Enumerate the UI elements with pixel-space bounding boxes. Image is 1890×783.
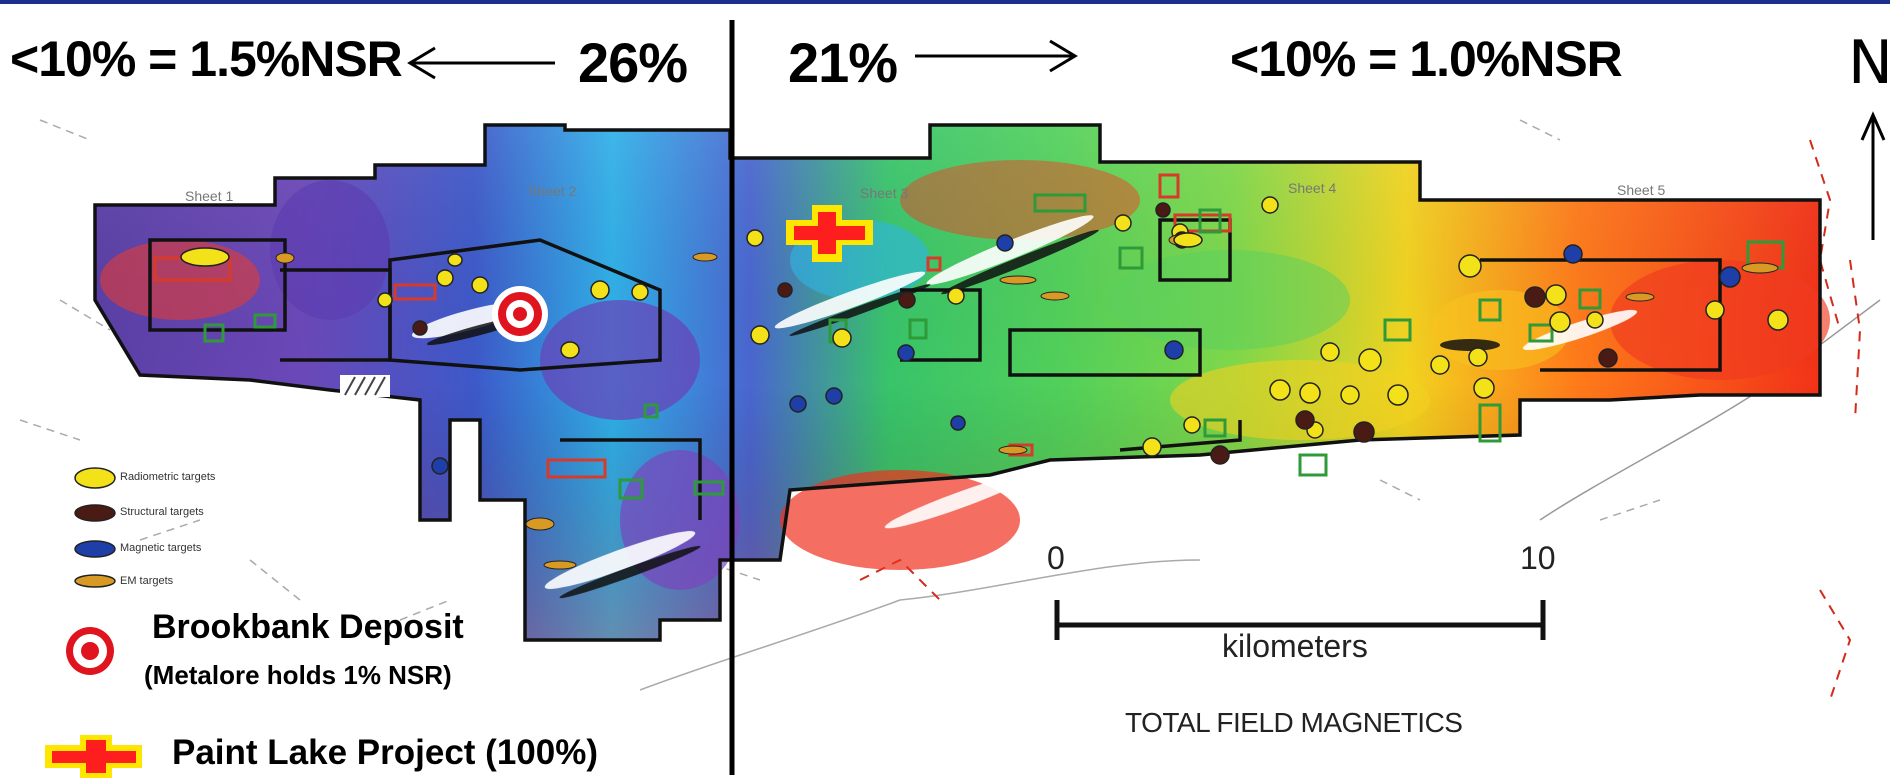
sheet-label-2: Sheet 2: [528, 183, 577, 199]
top-border-bar: [0, 0, 1890, 4]
hatched-block: [340, 375, 390, 397]
magnetics-survey-area: [93, 123, 1830, 642]
map-caption: TOTAL FIELD MAGNETICS: [1125, 707, 1463, 738]
target-legend-symbols: [74, 467, 116, 588]
left-percentage-label: 26%: [578, 31, 688, 94]
legend-magnetic-label: Magnetic targets: [120, 542, 202, 554]
legend-deposit-icon: [66, 627, 114, 675]
sheet-label-3: Sheet 3: [860, 185, 909, 201]
sheet-label-5: Sheet 5: [1617, 182, 1666, 198]
scale-bar: [1054, 600, 1546, 640]
north-arrow-icon: [1860, 111, 1886, 240]
deposit-legend-note: (Metalore holds 1% NSR): [144, 660, 452, 690]
scale-start-label: 0: [1047, 540, 1065, 576]
project-legend-label: Paint Lake Project (100%): [172, 733, 598, 772]
legend-project-icon: [45, 735, 142, 778]
sheet-label-1: Sheet 1: [185, 188, 234, 204]
right-arrow-icon: [915, 39, 1078, 73]
sheet-label-4: Sheet 4: [1288, 180, 1337, 196]
left-royalty-label: <10% = 1.5%NSR: [10, 31, 403, 87]
legend-radiometric-label: Radiometric targets: [120, 471, 216, 483]
legend-em-label: EM targets: [120, 575, 174, 587]
north-label: N: [1848, 28, 1890, 98]
left-arrow-icon: [407, 46, 555, 80]
project-marker-icon: [786, 205, 873, 262]
right-royalty-label: <10% = 1.0%NSR: [1230, 31, 1623, 87]
right-percentage-label: 21%: [788, 31, 898, 94]
scale-end-label: 10: [1520, 540, 1556, 576]
deposit-target-icon: [492, 286, 548, 342]
deposit-legend-title: Brookbank Deposit: [152, 608, 464, 646]
scale-unit-label: kilometers: [1222, 628, 1368, 664]
legend-structural-label: Structural targets: [120, 506, 204, 518]
